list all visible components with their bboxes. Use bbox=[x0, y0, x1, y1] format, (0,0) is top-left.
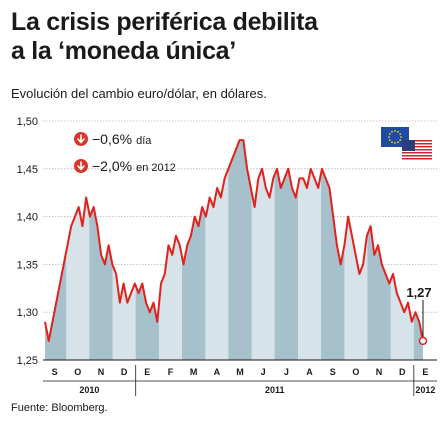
year-label: 2010 bbox=[79, 385, 99, 395]
area-stripe bbox=[274, 140, 299, 360]
us-stripe bbox=[402, 158, 432, 160]
x-tick-label: E bbox=[144, 367, 150, 377]
month-band bbox=[413, 121, 437, 360]
eu-star bbox=[391, 130, 393, 133]
us-stripe bbox=[402, 143, 432, 145]
x-tick-label: S bbox=[330, 367, 336, 377]
x-tick-label: F bbox=[168, 367, 174, 377]
us-stripe bbox=[402, 149, 432, 151]
x-tick-label: D bbox=[121, 367, 128, 377]
x-tick-label: N bbox=[98, 367, 105, 377]
eu-star bbox=[388, 133, 391, 135]
legend-unit-day: día bbox=[136, 135, 152, 147]
x-tick-label: M bbox=[236, 367, 244, 377]
chart-subtitle: Evolución del cambio euro/dólar, en dóla… bbox=[11, 86, 267, 101]
eu-star bbox=[394, 130, 396, 132]
y-tick-label: 1,30 bbox=[17, 307, 38, 319]
x-tick-label: D bbox=[399, 367, 406, 377]
x-tick-label: O bbox=[74, 367, 81, 377]
eu-star bbox=[391, 141, 393, 144]
us-stripe bbox=[402, 152, 432, 154]
x-tick-label: A bbox=[306, 367, 313, 377]
down-arrow-icon bbox=[74, 132, 88, 146]
source-note: Fuente: Bloomberg. bbox=[11, 402, 108, 414]
eu-star bbox=[399, 139, 402, 141]
eu-star bbox=[397, 130, 399, 133]
y-tick-label: 1,50 bbox=[17, 116, 38, 128]
x-tick-label: J bbox=[284, 367, 289, 377]
series-line bbox=[44, 139, 424, 342]
area-stripe bbox=[228, 140, 253, 360]
y-tick-label: 1,40 bbox=[17, 212, 38, 224]
eu-star bbox=[388, 139, 391, 141]
x-tick-label: O bbox=[352, 367, 359, 377]
last-value-marker: 1,27 bbox=[406, 285, 432, 346]
legend-value-year: −2,0% bbox=[92, 158, 132, 174]
eu-star bbox=[394, 142, 396, 144]
svg-text:−0,6%día: −0,6% día bbox=[92, 131, 152, 147]
x-tick-label: N bbox=[376, 367, 383, 377]
us-flag-icon bbox=[402, 140, 432, 161]
legend-value-day: −0,6% bbox=[92, 131, 132, 147]
y-tick-label: 1,45 bbox=[17, 164, 38, 176]
eu-star bbox=[397, 141, 399, 144]
down-arrow-icon bbox=[74, 159, 88, 173]
us-stripe bbox=[402, 155, 432, 157]
legend-unit-year: en 2012 bbox=[136, 162, 176, 174]
y-tick-label: 1,35 bbox=[17, 259, 38, 271]
x-tick-label: M bbox=[190, 367, 198, 377]
x-tick-label: E bbox=[422, 367, 428, 377]
x-tick-label: J bbox=[261, 367, 266, 377]
eu-star bbox=[388, 136, 390, 138]
x-tick-label: S bbox=[52, 367, 58, 377]
us-stripe bbox=[402, 140, 432, 142]
y-axis-ticks: 1,50 1,45 1,40 1,35 1,30 1,25 bbox=[17, 116, 38, 367]
title-line-1: La crisis periférica debilita bbox=[11, 8, 318, 36]
page-title: La crisis periférica debilita a la ‘mone… bbox=[11, 8, 441, 66]
eu-star bbox=[400, 136, 402, 138]
x-tick-label: A bbox=[214, 367, 221, 377]
last-value-label: 1,27 bbox=[406, 285, 431, 300]
us-stripe bbox=[402, 146, 432, 148]
year-label: 2011 bbox=[265, 385, 285, 395]
svg-text:−2,0%en 2012: −2,0% en 2012 bbox=[92, 158, 176, 174]
year-label: 2012 bbox=[415, 385, 435, 395]
chart-legend: −0,6% día −2,0% en 2012 bbox=[74, 131, 176, 174]
eu-star bbox=[399, 133, 402, 135]
title-line-2: a la ‘moneda única’ bbox=[11, 37, 236, 65]
y-tick-label: 1,25 bbox=[17, 355, 38, 367]
area-stripe bbox=[297, 140, 322, 360]
x-axis: S O N D E F M A M J J A S O N D E 2010 2011 2012 bbox=[43, 359, 437, 396]
